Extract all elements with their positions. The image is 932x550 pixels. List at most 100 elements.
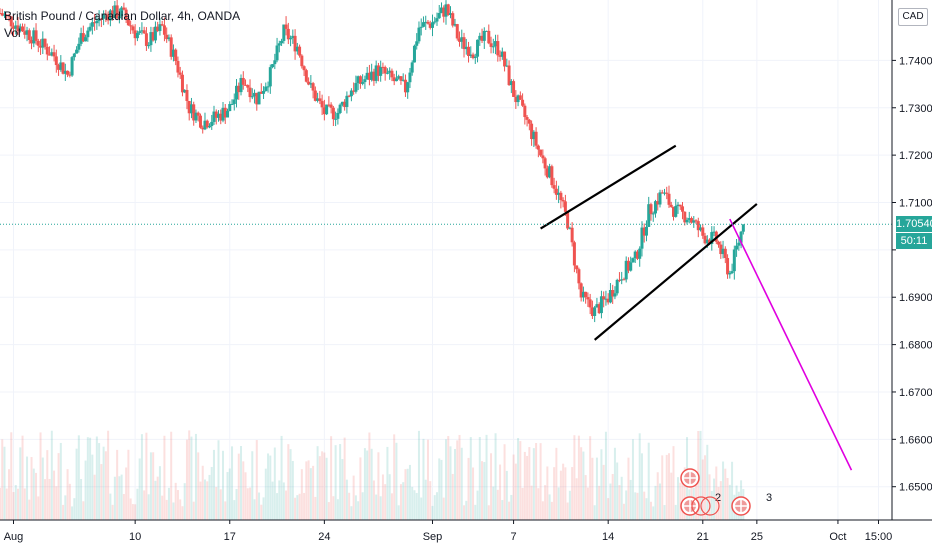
volume-bar [163,435,166,520]
volume-bar [212,449,215,520]
candle-body [244,84,248,86]
volume-bar [679,482,682,520]
candle-body [295,46,299,52]
candle-body [568,227,572,229]
candle-body [327,104,331,106]
volume-bar [514,463,517,520]
candle-body [412,45,416,63]
volume-bar [528,447,531,520]
time-tick-label: 7 [511,531,517,543]
candle-body [30,39,34,44]
volume-label: Vol [4,26,21,40]
candle-body [741,224,745,232]
candle-body [379,66,383,76]
volume-bar [395,442,398,520]
volume-bar [154,480,157,520]
candle-body [730,271,734,274]
volume-bar [278,480,281,520]
volume-bar [107,430,110,520]
candle-body [322,107,326,115]
volume-bar [490,453,493,520]
candle-body [732,249,736,272]
volume-bar [215,486,218,520]
volume-bar [654,485,657,520]
volume-bar [512,454,515,520]
currency-button[interactable]: CAD [898,8,928,26]
volume-bar [447,436,450,520]
candle-body [699,227,703,231]
volume-bar [203,479,206,520]
event-marker[interactable] [700,496,720,516]
volume-bar [161,495,164,520]
candle-body [275,45,279,61]
volume-bar [8,469,11,520]
candle-body [14,25,18,29]
volume-bar [185,439,188,520]
volume-bar [402,482,405,520]
candle-body [286,28,290,40]
candle-body [343,101,347,107]
volume-bar [95,436,98,520]
volume-bar [280,435,283,520]
candle-body [514,96,518,103]
event-count-label: 2 [715,492,721,504]
candle-body [584,291,588,298]
candle-body [644,226,648,236]
volume-bar [37,496,40,520]
candle-body [392,77,396,82]
candle-body [435,18,439,22]
volume-bar [73,498,76,520]
volume-bar [271,481,274,520]
candle-body [226,111,230,118]
candle-body [653,201,657,214]
volume-bar [724,468,727,520]
volume-bar [330,436,333,520]
projection-line[interactable] [729,218,853,471]
candle-body [7,15,11,17]
candle-body [336,112,340,119]
volume-bar [309,468,312,520]
volume-bar [217,440,220,520]
candle-body [162,25,166,35]
volume-bar [670,472,673,520]
volume-bar [411,486,414,520]
candle-body [624,260,628,280]
volume-bar [77,435,80,520]
candle-body [113,5,117,18]
candle-body [449,13,453,15]
candle-body [115,5,119,19]
volume-bar [262,497,265,520]
candle-body [723,248,727,258]
candle-body [649,204,653,215]
volume-bar [647,442,650,520]
candle-body [421,22,425,27]
volume-bar [539,443,542,520]
volume-bar [550,501,553,520]
candle-body [397,76,401,79]
wedge-trendline[interactable] [593,203,758,341]
candle-body [548,166,552,178]
candle-body [647,204,651,227]
volume-bar [426,439,429,520]
volume-bar [487,505,490,520]
volume-bar [523,451,526,520]
candle-body [201,127,205,130]
volume-bar [82,501,85,520]
volume-bar [0,487,1,520]
price-tick-label: 1.74000 [899,55,932,67]
candle-body [728,273,732,275]
volume-bar [145,432,148,520]
candle-body [313,90,317,101]
event-marker[interactable] [691,496,711,516]
volume-bar [668,453,670,520]
volume-bar [147,494,150,520]
volume-bar [100,464,103,520]
candle-body [331,107,335,120]
volume-bar [634,492,637,520]
volume-bar [566,502,569,520]
wedge-trendline[interactable] [540,144,677,230]
volume-bar [258,492,261,520]
candle-body [255,92,259,105]
